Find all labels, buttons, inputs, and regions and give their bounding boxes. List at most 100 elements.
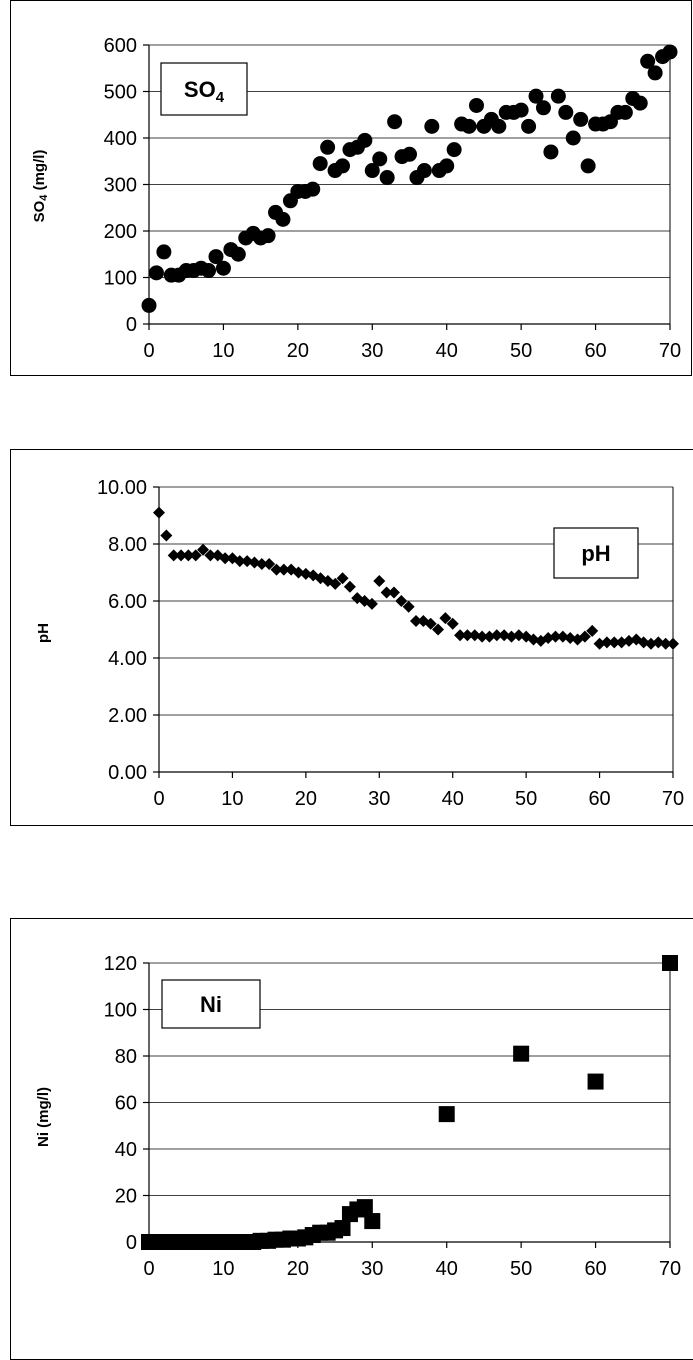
data-point xyxy=(417,614,430,627)
x-tick-label: 60 xyxy=(584,1258,606,1280)
chart-frame-ph: 0.00 2.00 4.00 6.00 8.00 10.00 0 10 20 30 40 50 60 70… xyxy=(10,449,693,826)
x-tick-label: 70 xyxy=(659,1258,681,1280)
y-tick-label: 40 xyxy=(115,1139,137,1161)
data-point xyxy=(632,95,648,111)
data-point xyxy=(343,580,356,593)
x-tick-label: 70 xyxy=(662,788,684,810)
data-point xyxy=(573,111,589,127)
y-tick-label: 600 xyxy=(104,35,137,57)
series-label-box: pH xyxy=(553,527,639,579)
data-point xyxy=(312,156,328,172)
data-point xyxy=(439,158,455,174)
data-point xyxy=(550,88,566,104)
data-point xyxy=(255,557,268,570)
data-point xyxy=(549,630,562,643)
series-label-box: Ni xyxy=(161,979,261,1029)
data-point xyxy=(476,630,489,643)
y-tick-label: 60 xyxy=(115,1093,137,1115)
data-point xyxy=(535,100,551,116)
data-point xyxy=(204,549,217,562)
data-point xyxy=(329,577,342,590)
data-point xyxy=(270,563,283,576)
data-point xyxy=(335,158,351,174)
data-point xyxy=(364,163,380,179)
data-point xyxy=(373,575,386,588)
data-point xyxy=(387,586,400,599)
x-tick-label: 20 xyxy=(287,1258,309,1280)
ni-chart: 0 20 40 60 80 100 120 0 10 20 30 40 50 60 70 Ni Ni (mg… xyxy=(35,953,681,1280)
data-point xyxy=(432,623,445,636)
data-point xyxy=(275,211,291,227)
series-label: pH xyxy=(581,541,610,566)
x-tick-label: 70 xyxy=(659,340,681,362)
data-point xyxy=(141,297,157,313)
y-tick-label: 0 xyxy=(126,314,137,336)
x-tick-label: 10 xyxy=(221,788,243,810)
data-point xyxy=(512,629,525,642)
x-tick-label: 40 xyxy=(442,788,464,810)
data-point xyxy=(521,118,537,134)
chart-frame-ni: 0 20 40 60 80 100 120 0 10 20 30 40 50 60 70 Ni Ni (mg… xyxy=(10,918,693,1360)
y-tick-label: 500 xyxy=(104,82,137,104)
data-point xyxy=(454,629,467,642)
data-point xyxy=(468,629,481,642)
data-point xyxy=(387,114,403,130)
data-point xyxy=(263,557,276,570)
data-point xyxy=(608,636,621,649)
data-point xyxy=(372,151,388,167)
x-tick-label: 0 xyxy=(153,788,164,810)
y-tick-label: 6.00 xyxy=(108,591,147,613)
y-tick-label: 20 xyxy=(115,1186,137,1208)
data-point xyxy=(513,1045,530,1062)
y-tick-label: 0.00 xyxy=(108,762,147,784)
x-tick-label: 40 xyxy=(436,1258,458,1280)
data-point xyxy=(314,572,327,585)
data-point xyxy=(230,246,246,262)
x-tick-label: 30 xyxy=(368,788,390,810)
data-point xyxy=(571,633,584,646)
data-point xyxy=(542,632,555,645)
data-point xyxy=(600,636,613,649)
chart-frame-so4: 0 100 200 300 400 500 600 0 10 20 30 40 50 60 70 SO4 S… xyxy=(10,0,692,376)
data-point xyxy=(513,102,529,118)
data-point xyxy=(617,104,633,120)
data-point xyxy=(248,556,261,569)
series-label-box: SO4 xyxy=(160,62,248,116)
y-axis-label: Ni (mg/l) xyxy=(35,1087,52,1147)
y-tick-label: 2.00 xyxy=(108,705,147,727)
data-point xyxy=(336,572,349,585)
data-point xyxy=(461,118,477,134)
data-point xyxy=(640,53,656,69)
data-point xyxy=(395,595,408,607)
x-tick-label: 40 xyxy=(436,340,458,362)
data-point xyxy=(153,506,165,519)
y-axis-label: pH xyxy=(35,623,52,643)
series-label: SO4 xyxy=(184,77,225,106)
y-tick-label: 120 xyxy=(104,953,137,975)
data-point xyxy=(402,600,415,613)
x-tick-label: 30 xyxy=(361,1258,383,1280)
data-point xyxy=(148,265,164,281)
data-point xyxy=(260,228,276,244)
y-tick-label: 400 xyxy=(104,128,137,150)
data-point xyxy=(438,1106,455,1123)
data-point xyxy=(424,617,437,630)
data-point xyxy=(201,263,217,279)
data-point xyxy=(197,543,210,556)
data-point xyxy=(565,130,581,146)
x-tick-label: 10 xyxy=(212,1258,234,1280)
data-point xyxy=(182,549,195,562)
x-tick-label: 50 xyxy=(510,1258,532,1280)
data-point xyxy=(580,158,596,174)
data-point xyxy=(285,563,298,576)
data-point xyxy=(175,549,188,562)
data-point xyxy=(215,260,231,276)
y-axis-label: SO4 (mg/l) xyxy=(31,150,50,223)
data-point xyxy=(160,529,173,542)
x-tick-label: 50 xyxy=(510,340,532,362)
data-point xyxy=(558,104,574,120)
data-point xyxy=(219,552,232,565)
data-point xyxy=(491,118,507,134)
data-point xyxy=(277,563,290,576)
y-tick-label: 300 xyxy=(104,175,137,197)
